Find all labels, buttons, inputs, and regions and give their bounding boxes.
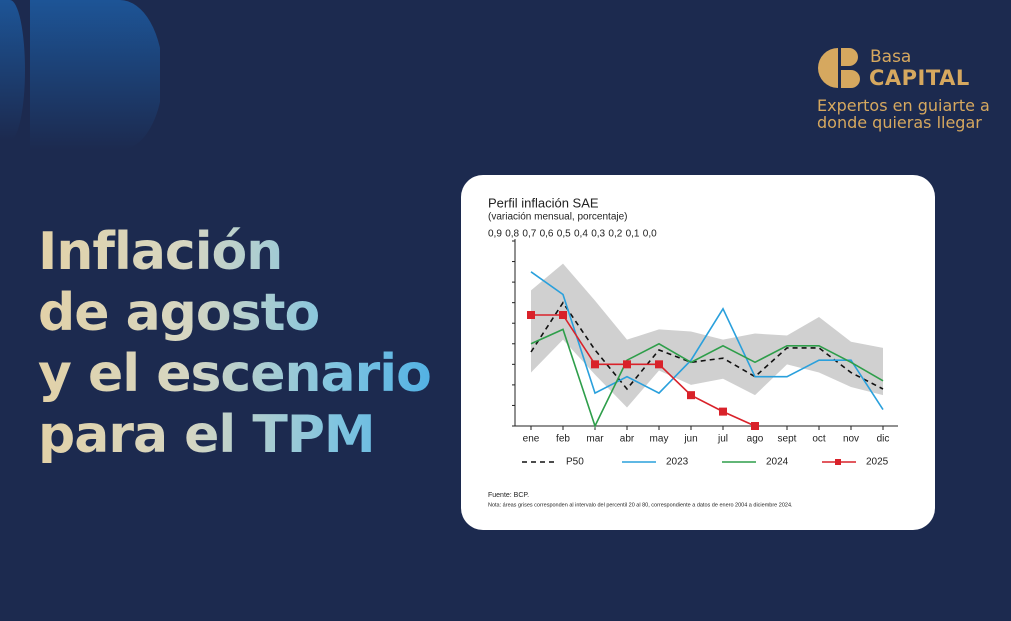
x-tick-label: feb [556,434,570,445]
x-tick-label: nov [843,434,859,445]
x-tick-label: abr [620,434,635,445]
x-tick-label: may [650,434,669,445]
x-tick-label: oct [812,434,826,445]
y-tick-label: 0,1 [626,229,640,240]
x-tick-label: ago [747,434,764,445]
chart-card: Perfil inflación SAE (variación mensual,… [461,175,935,530]
headline-line: de agosto [38,283,458,344]
marker [527,311,535,319]
x-tick-label: sept [778,434,797,445]
headline-line: y el escenario [38,344,458,405]
marker [719,407,727,416]
series-line [530,328,884,429]
marker [687,391,695,400]
marker [559,311,567,319]
y-tick-label: 0,3 [591,229,605,240]
source: Fuente: BCP. [488,492,529,499]
y-tick-label: 0,9 [488,229,502,240]
headline: Inflación de agosto y el escenario para … [38,222,458,466]
marker [591,360,599,369]
y-tick-label: 0,2 [608,229,622,240]
tagline: donde quieras llegar [817,113,982,132]
y-tick-label: 0,0 [643,229,657,240]
legend-label: 2024 [766,457,789,468]
brand-name: Basa [870,47,912,67]
chart-title: Perfil inflación SAE [488,195,599,210]
headline-line: Inflación [38,222,458,283]
y-tick-label: 0,8 [505,229,519,240]
marker [655,360,663,369]
chart: Perfil inflación SAE (variación mensual,… [488,195,898,508]
decoration [0,0,160,150]
headline-line: para el TPM [38,405,458,466]
series-line [531,314,756,427]
legend-label: 2025 [866,457,889,468]
y-tick-label: 0,6 [540,229,554,240]
x-tick-label: mar [586,434,604,445]
logo [818,48,860,88]
y-tick-label: 0,5 [557,229,571,240]
chart-subtitle: (variación mensual, porcentaje) [488,212,628,223]
marker [623,360,631,369]
y-tick-label: 0,7 [522,229,536,240]
legend-marker [835,459,841,465]
series-line [530,271,884,410]
x-tick-label: dic [877,434,890,445]
legend-label: 2023 [666,457,689,468]
x-tick-label: jun [683,434,697,445]
x-tick-label: jul [717,434,728,445]
legend-label: P50 [566,457,584,468]
tagline: Expertos en guiarte a [817,96,990,115]
note: Nota: áreas grises corresponden al inter… [488,502,793,508]
brand-name: CAPITAL [869,66,970,90]
marker [751,422,759,430]
y-tick-label: 0,4 [574,229,588,240]
x-tick-label: ene [523,434,540,445]
